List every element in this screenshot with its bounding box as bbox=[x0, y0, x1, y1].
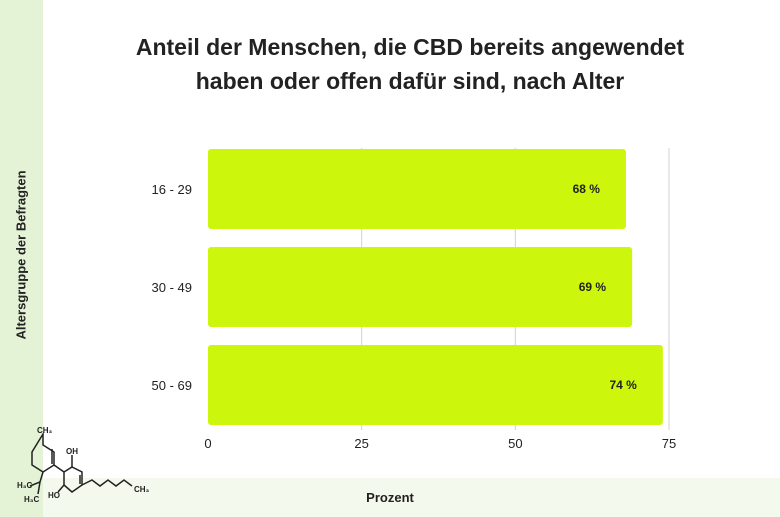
x-tick-label: 0 bbox=[204, 436, 211, 451]
chart-title: Anteil der Menschen, die CBD bereits ang… bbox=[60, 30, 760, 98]
data-label: 74 % bbox=[609, 378, 637, 392]
y-tick-label: 16 - 29 bbox=[152, 182, 192, 197]
svg-text:HO: HO bbox=[48, 491, 60, 500]
x-tick-label: 50 bbox=[508, 436, 522, 451]
svg-text:CH₃: CH₃ bbox=[134, 485, 150, 494]
x-tick-label: 25 bbox=[354, 436, 368, 451]
svg-text:OH: OH bbox=[66, 447, 78, 456]
x-tick-label: 75 bbox=[662, 436, 676, 451]
x-axis-label: Prozent bbox=[366, 490, 414, 505]
data-label: 69 % bbox=[579, 280, 607, 294]
svg-text:H₃C: H₃C bbox=[17, 481, 32, 490]
data-label: 68 % bbox=[573, 182, 601, 196]
bar bbox=[208, 247, 633, 327]
y-tick-label: 50 - 69 bbox=[152, 378, 192, 393]
svg-text:H₃C: H₃C bbox=[24, 495, 39, 504]
left-panel-background bbox=[0, 0, 43, 517]
title-line-2: haben oder offen dafür sind, nach Alter bbox=[195, 68, 625, 94]
bar bbox=[208, 345, 663, 425]
bottom-panel-background bbox=[43, 478, 780, 517]
title-line-1: Anteil der Menschen, die CBD bereits ang… bbox=[135, 34, 685, 60]
svg-text:CH₃: CH₃ bbox=[37, 426, 53, 435]
y-tick-label: 30 - 49 bbox=[152, 280, 192, 295]
bar bbox=[208, 149, 626, 229]
cbd-molecule-icon: CH₃ OH HO H₃C H₃C CH₃ bbox=[17, 426, 150, 504]
